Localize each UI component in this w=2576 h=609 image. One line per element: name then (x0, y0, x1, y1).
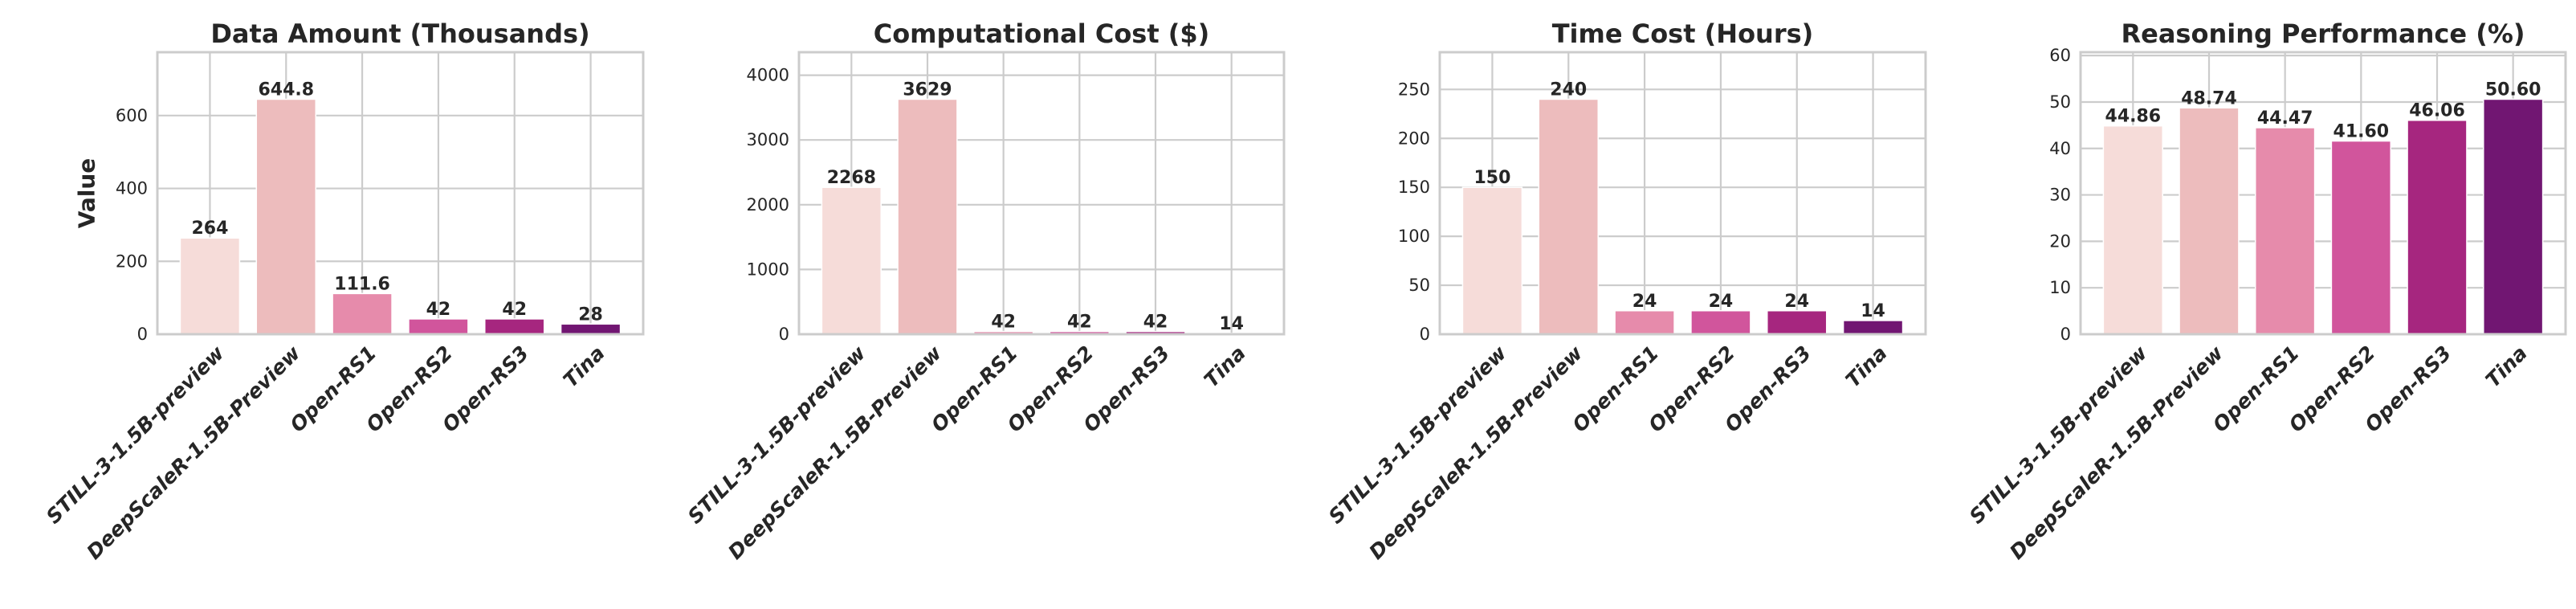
bar-deepscaler-1-5b-preview (897, 98, 958, 335)
y-tick-label: 2000 (747, 195, 789, 215)
x-tick-label: Tina (1200, 341, 1250, 392)
bar-tina (560, 323, 622, 335)
subplot-1: 0200400600264STILL-3-1.5B-preview644.8De… (42, 18, 645, 564)
bar-value-label: 24 (1632, 292, 1657, 312)
bar-value-label: 24 (1709, 292, 1734, 312)
bar-tina (1842, 320, 1904, 335)
bar-still-3-1-5b-preview (1461, 186, 1523, 335)
bar-value-label: 14 (1861, 301, 1885, 321)
bar-value-label: 28 (578, 304, 603, 325)
bar-open-rs3 (2407, 119, 2468, 335)
bar-open-rs3 (1767, 310, 1828, 335)
bar-value-label: 46.06 (2409, 101, 2465, 121)
y-tick-label: 400 (116, 179, 148, 198)
bar-open-rs2 (408, 318, 469, 335)
y-axis-label: Value (74, 158, 100, 229)
y-tick-label: 200 (116, 251, 148, 271)
subplot-title: Time Cost (Hours) (1552, 18, 1814, 49)
bar-value-label: 240 (1550, 80, 1587, 100)
y-tick-label: 0 (1420, 325, 1430, 344)
bar-value-label: 42 (991, 313, 1016, 333)
bar-deepscaler-1-5b-preview (2179, 107, 2240, 335)
bar-tina (2483, 98, 2544, 335)
axes-frame (797, 51, 1286, 336)
bar-open-rs1 (2254, 127, 2316, 335)
bar-value-label: 264 (191, 219, 228, 239)
bar-value-label: 644.8 (258, 80, 314, 100)
bar-value-label: 42 (1067, 313, 1092, 333)
axes-frame (156, 51, 645, 336)
y-tick-label: 0 (2060, 325, 2071, 344)
bar-value-label: 42 (1143, 313, 1168, 333)
y-tick-label: 250 (1398, 80, 1430, 99)
bar-value-label: 150 (1473, 168, 1510, 188)
y-tick-label: 30 (2049, 186, 2071, 205)
axes-frame (2079, 51, 2567, 336)
y-tick-label: 3000 (747, 130, 789, 149)
bar-still-3-1-5b-preview (179, 237, 241, 335)
y-tick-label: 0 (137, 325, 148, 344)
bar-value-label: 3629 (903, 80, 952, 100)
bar-value-label: 41.60 (2333, 122, 2390, 142)
y-tick-label: 200 (1398, 129, 1430, 148)
bar-open-rs1 (332, 292, 393, 335)
subplot-4: 010203040506044.86STILL-3-1.5B-preview48… (1965, 18, 2567, 564)
y-tick-label: 20 (2049, 231, 2071, 251)
bar-value-label: 44.47 (2257, 108, 2313, 129)
subplot-title: Computational Cost ($) (874, 18, 1210, 49)
bar-deepscaler-1-5b-preview (255, 98, 316, 335)
y-tick-label: 10 (2049, 278, 2071, 297)
bar-value-label: 42 (502, 300, 527, 320)
subplot-title: Reasoning Performance (%) (2121, 18, 2525, 49)
bar-value-label: 24 (1784, 292, 1809, 312)
bar-value-label: 50.60 (2485, 80, 2541, 100)
subplot-2: 010002000300040002268STILL-3-1.5B-previe… (683, 18, 1286, 564)
axes-frame (1438, 51, 1927, 336)
bar-still-3-1-5b-preview (821, 186, 882, 335)
y-tick-label: 1000 (747, 260, 789, 279)
y-tick-label: 100 (1398, 227, 1430, 246)
y-tick-label: 50 (1408, 276, 1430, 295)
bar-value-label: 42 (426, 300, 451, 320)
x-tick-label: Tina (2481, 341, 2532, 392)
bar-value-label: 44.86 (2105, 107, 2162, 127)
bar-open-rs3 (484, 318, 545, 335)
bar-still-3-1-5b-preview (2102, 125, 2163, 335)
y-tick-label: 0 (779, 325, 789, 344)
y-tick-label: 50 (2049, 92, 2071, 112)
bar-value-label: 111.6 (334, 274, 390, 294)
y-tick-label: 150 (1398, 178, 1430, 197)
bar-deepscaler-1-5b-preview (1538, 98, 1599, 335)
bar-open-rs1 (1614, 310, 1675, 335)
y-tick-label: 4000 (747, 66, 789, 85)
bar-open-rs2 (1690, 310, 1751, 335)
y-tick-label: 600 (116, 106, 148, 125)
bar-open-rs2 (2330, 140, 2392, 335)
x-tick-label: Tina (1841, 341, 1892, 392)
subplot-title: Data Amount (Thousands) (210, 18, 589, 49)
bar-value-label: 14 (1219, 314, 1244, 334)
y-tick-label: 60 (2049, 46, 2071, 65)
y-tick-label: 40 (2049, 139, 2071, 158)
bar-value-label: 48.74 (2181, 88, 2237, 108)
bar-value-label: 2268 (827, 168, 876, 188)
subplot-3: 050100150200250150STILL-3-1.5B-preview24… (1324, 18, 1927, 564)
x-tick-label: Tina (559, 341, 609, 392)
